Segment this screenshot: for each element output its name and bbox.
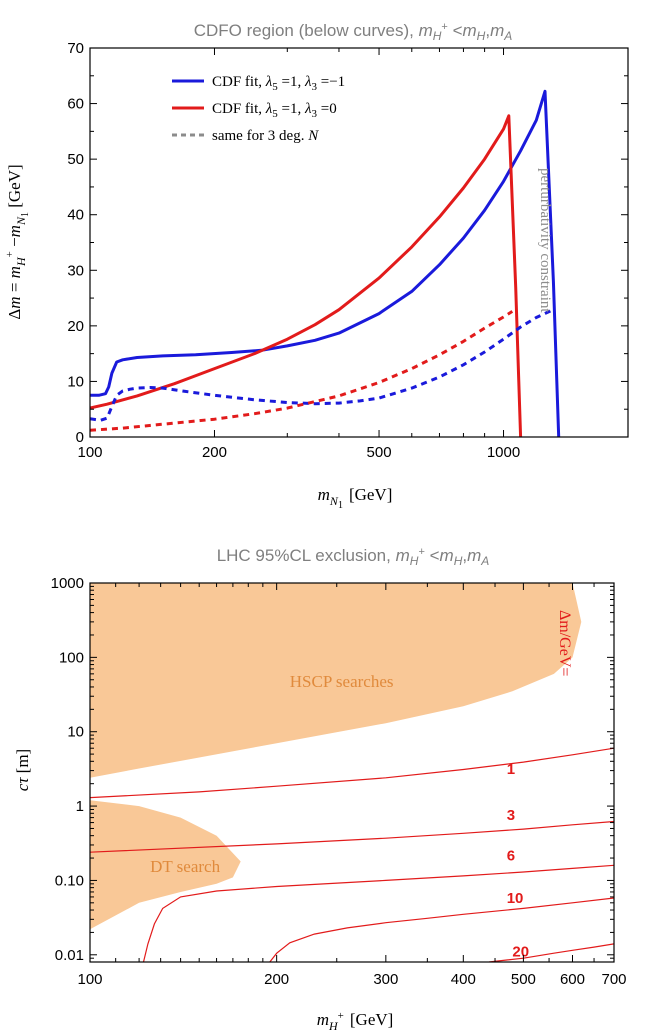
y-tick-label: 10	[67, 724, 84, 741]
chart-top-ylabel: Δm = mH+ −mN1 [GeV]	[4, 164, 31, 319]
contours-title: Δm/GeV=	[556, 610, 573, 676]
annotation-perturbativity: perturbativity constraint	[537, 168, 553, 313]
region-label-dt: DT search	[150, 857, 221, 876]
contour-10	[269, 897, 614, 962]
chart-top-xlabel: mN1[GeV]	[318, 485, 393, 511]
series-red-solid	[90, 114, 523, 437]
contour-3	[90, 820, 614, 853]
chart-bottom: LHC 95%CL exclusion, mH+ <mH,mA HSCP sea…	[13, 546, 627, 1033]
series-red-dashed	[90, 310, 514, 432]
y-tick-label: 30	[67, 262, 84, 279]
y-tick-label: 1000	[51, 575, 84, 592]
x-tick-label: 700	[601, 971, 626, 988]
y-tick-label: 70	[67, 40, 84, 57]
contour-label-10: 10	[507, 890, 524, 907]
chart-bottom-ylabel: cτ [m]	[13, 749, 32, 791]
series-blue-solid	[90, 89, 561, 437]
contour-label-3: 3	[507, 807, 515, 824]
region-hscp	[90, 583, 582, 778]
x-tick-label: 300	[373, 971, 398, 988]
chart-top-plot-area: 100 200 500 1000 0 10 20 30 40 50 60 70	[67, 40, 629, 461]
y-tick-label: 0.10	[55, 872, 84, 889]
chart-bottom-xlabel: mH+ [GeV]	[317, 1010, 394, 1033]
y-tick-label: 0.01	[55, 947, 84, 964]
chart-top: CDFO region (below curves), mH+ <mH,mA 1…	[4, 21, 629, 511]
y-tick-label: 1	[76, 798, 84, 815]
contour-20	[488, 943, 614, 962]
chart-bottom-title: LHC 95%CL exclusion, mH+ <mH,mA	[217, 546, 490, 568]
chart-top-legend: CDF fit, λ5 =1, λ3 =−1 CDF fit, λ5 =1, λ…	[172, 74, 345, 144]
x-tick-label: 200	[264, 971, 289, 988]
region-label-hscp: HSCP searches	[290, 672, 394, 691]
x-tick-label: 100	[77, 971, 102, 988]
chart-top-title: CDFO region (below curves), mH+ <mH,mA	[194, 21, 513, 43]
contour-6	[142, 864, 614, 962]
chart-bottom-frame	[89, 582, 615, 963]
legend-label-dashed: same for 3 deg. N	[212, 128, 319, 144]
region-dt	[90, 800, 241, 930]
y-tick-label: 100	[59, 649, 84, 666]
contour-label-20: 20	[512, 943, 529, 960]
contour-label-6: 6	[507, 848, 515, 865]
chart-bottom-plot-area: HSCP searches DT search 1 3 6 10 20 100 200 300 40…	[51, 575, 627, 988]
legend-label-blue: CDF fit, λ5 =1, λ3 =−1	[212, 74, 345, 93]
legend-label-red: CDF fit, λ5 =1, λ3 =0	[212, 101, 337, 120]
contour-label-1: 1	[507, 761, 515, 778]
x-tick-label: 400	[451, 971, 476, 988]
x-tick-label: 600	[560, 971, 585, 988]
x-tick-label: 100	[77, 444, 102, 461]
y-tick-label: 40	[67, 207, 84, 224]
x-tick-label: 500	[367, 444, 392, 461]
y-tick-label: 10	[67, 373, 84, 390]
y-tick-label: 60	[67, 96, 84, 113]
y-tick-label: 50	[67, 151, 84, 168]
chart-top-series-group	[90, 89, 561, 437]
series-blue-dashed	[90, 309, 552, 422]
x-tick-label: 500	[511, 971, 536, 988]
x-tick-label: 1000	[487, 444, 520, 461]
chart-bottom-series-group	[90, 583, 614, 962]
x-tick-label: 200	[202, 444, 227, 461]
y-tick-label: 20	[67, 318, 84, 335]
contour-1	[90, 747, 614, 799]
y-tick-label: 0	[76, 429, 84, 446]
